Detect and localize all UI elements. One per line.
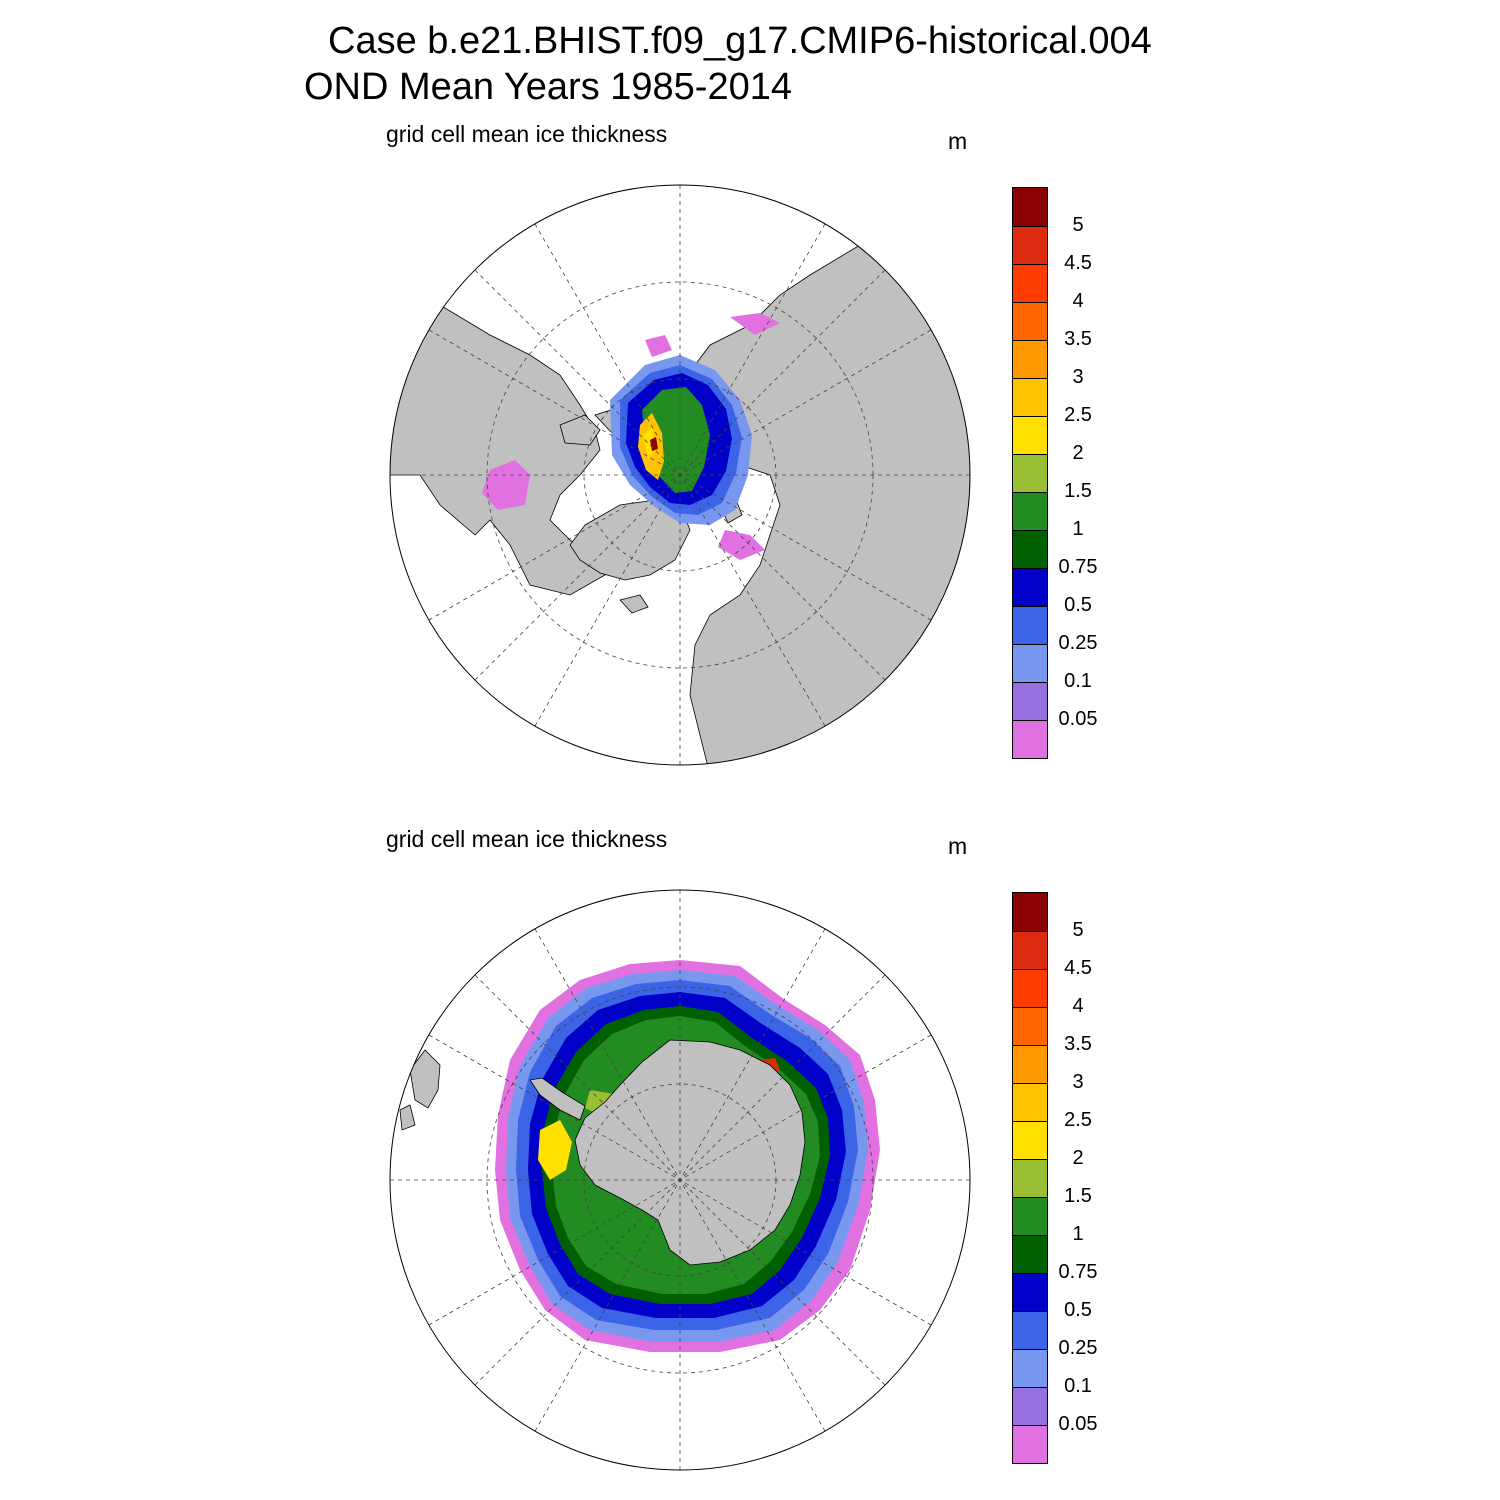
north-colorbar-swatch [1013, 226, 1047, 264]
south-colorbar-swatch [1013, 1235, 1047, 1273]
south-colorbar-swatch [1013, 1007, 1047, 1045]
south-colorbar-swatch [1013, 1121, 1047, 1159]
south-panel-units: m [948, 833, 968, 859]
south-colorbar-tick-label: 3.5 [1064, 1033, 1092, 1055]
north-colorbar-tick-label: 3 [1072, 366, 1084, 388]
north-colorbar-tick-label: 2.5 [1064, 404, 1092, 426]
south-colorbar-tick-label: 1 [1072, 1223, 1084, 1245]
title-line-1: Case b.e21.BHIST.f09_g17.CMIP6-historica… [328, 20, 1152, 62]
north-graticule [390, 185, 970, 765]
north-land [390, 234, 970, 765]
north-colorbar-tick-label: 0.75 [1058, 556, 1098, 578]
north-colorbar-swatch [1013, 606, 1047, 644]
south-polar-map [389, 889, 971, 1471]
south-colorbar-tick-label: 2 [1072, 1147, 1084, 1169]
north-colorbar-swatch [1013, 682, 1047, 720]
south-colorbar-tick-label: 0.5 [1064, 1299, 1092, 1321]
south-colorbar-tick-label: 2.5 [1064, 1109, 1092, 1131]
north-colorbar-swatch [1013, 644, 1047, 682]
north-colorbar-tick-label: 1.5 [1064, 480, 1092, 502]
south-land [399, 1049, 441, 1131]
north-polar-map [389, 184, 971, 766]
north-sea-ice [482, 313, 780, 560]
north-colorbar-swatch [1013, 492, 1047, 530]
south-colorbar-swatch [1013, 1197, 1047, 1235]
south-colorbar-tick-label: 0.75 [1058, 1261, 1098, 1283]
south-colorbar-tick-label: 4 [1072, 995, 1084, 1017]
south-colorbar-swatch [1013, 1425, 1047, 1463]
south-colorbar-tick-label: 0.1 [1064, 1375, 1092, 1397]
title-line-2: OND Mean Years 1985-2014 [304, 66, 792, 108]
north-colorbar-swatch [1013, 416, 1047, 454]
south-colorbar-swatch [1013, 1273, 1047, 1311]
south-colorbar-tick-label: 3 [1072, 1071, 1084, 1093]
south-colorbar-swatch [1013, 1159, 1047, 1197]
south-colorbar-swatch [1013, 893, 1047, 931]
north-colorbar-tick-label: 3.5 [1064, 328, 1092, 350]
south-graticule [390, 890, 970, 1470]
north-colorbar-tick-label: 1 [1072, 518, 1084, 540]
north-colorbar-tick-label: 4 [1072, 290, 1084, 312]
north-colorbar-tick-label: 0.1 [1064, 670, 1092, 692]
north-colorbar-tick-label: 0.5 [1064, 594, 1092, 616]
north-colorbar-swatch [1013, 340, 1047, 378]
north-colorbar-tick-label: 2 [1072, 442, 1084, 464]
north-colorbar-swatch [1013, 264, 1047, 302]
south-colorbar-swatch [1013, 1311, 1047, 1349]
south-colorbar-tick-label: 0.05 [1058, 1413, 1098, 1435]
north-colorbar-swatch [1013, 454, 1047, 492]
south-colorbar-tick-label: 1.5 [1064, 1185, 1092, 1207]
south-colorbar-swatch [1013, 969, 1047, 1007]
north-colorbar-tick-label: 4.5 [1064, 252, 1092, 274]
south-colorbar-swatch [1013, 1387, 1047, 1425]
north-colorbar-swatch [1013, 188, 1047, 226]
north-panel-label: grid cell mean ice thickness [386, 121, 668, 147]
south-colorbar-swatch [1013, 1349, 1047, 1387]
south-colorbar-swatch [1013, 1083, 1047, 1121]
north-colorbar-swatch [1013, 568, 1047, 606]
north-colorbar-tick-label: 5 [1072, 214, 1084, 236]
north-colorbar-tick-label: 0.25 [1058, 632, 1098, 654]
south-colorbar-tick-label: 0.25 [1058, 1337, 1098, 1359]
north-colorbar-swatch [1013, 530, 1047, 568]
north-colorbar-swatch [1013, 302, 1047, 340]
south-colorbar-tick-label: 5 [1072, 919, 1084, 941]
south-colorbar-swatch [1013, 931, 1047, 969]
north-colorbar-swatch [1013, 378, 1047, 416]
north-colorbar [1012, 187, 1048, 759]
north-panel-units: m [948, 128, 968, 154]
south-colorbar-swatch [1013, 1045, 1047, 1083]
south-colorbar-tick-label: 4.5 [1064, 957, 1092, 979]
north-colorbar-tick-label: 0.05 [1058, 708, 1098, 730]
north-colorbar-swatch [1013, 720, 1047, 758]
south-panel-label: grid cell mean ice thickness [386, 826, 668, 852]
south-colorbar [1012, 892, 1048, 1464]
